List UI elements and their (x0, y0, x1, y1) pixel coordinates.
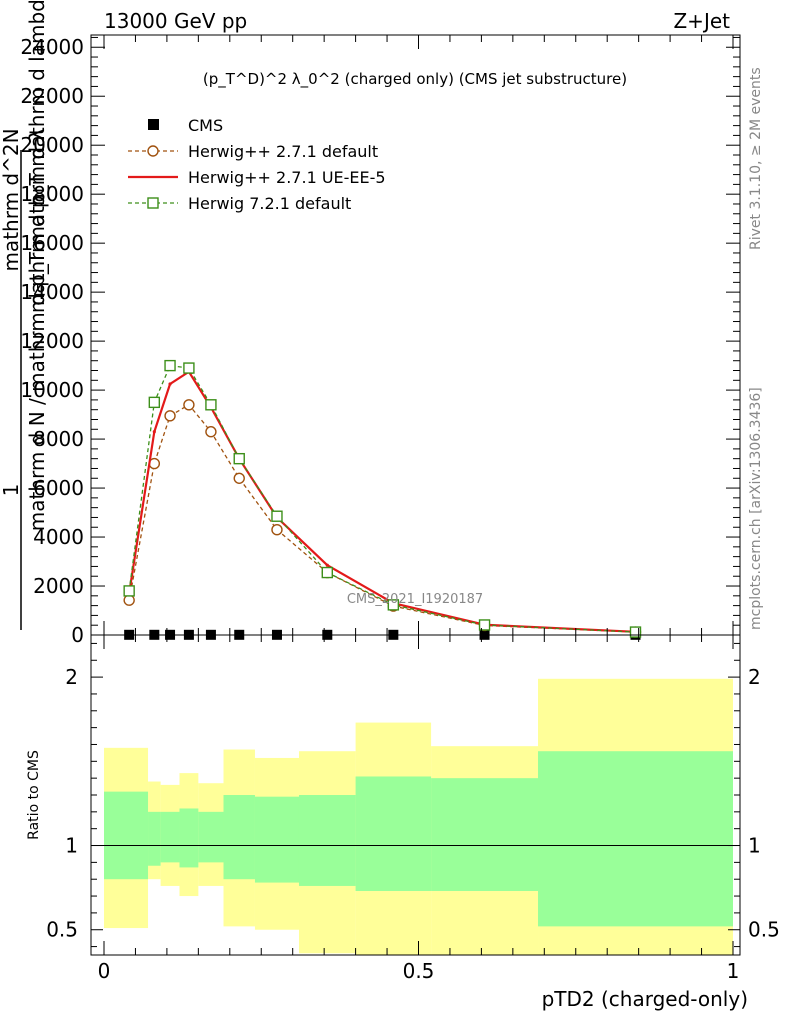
herwig7-point (123, 585, 135, 597)
main-ylabel-fraction-bottom: mathrm d N / mathrm d p_T mathrm d λ (25, 129, 49, 532)
main-ylabel-fraction-top: 1 (0, 484, 23, 497)
x-axis-label: pTD2 (charged-only) (542, 987, 748, 1011)
ratio-plot-frame (90, 634, 741, 956)
main-ylabel-denominator: mathrm d p_T mathrm d lambda (25, 0, 49, 313)
main-ytick-label: 16000 (20, 231, 84, 255)
ratio-data-layer (91, 678, 740, 955)
herwig7-point (164, 359, 176, 372)
ratio-axes-layer: 0.5 0.5 1 1 2 2 0 0.5 1 (46, 635, 780, 983)
energy-label: 13000 GeV pp (104, 9, 247, 33)
x-tick-label: 1 (727, 959, 740, 983)
ratio-inner-band-bin (538, 751, 733, 927)
ratio-inner-band-bin (160, 811, 180, 863)
watermark-label: CMS_2021_I1920187 (347, 592, 483, 607)
x-tick-label: 0.5 (403, 959, 435, 983)
herwig7-point (321, 566, 333, 579)
herwig7-point (478, 619, 491, 631)
rivet-label: Rivet 3.1.10, ≥ 2M events (748, 67, 764, 250)
ue-ee5-point (152, 430, 156, 434)
main-title: (p_T^D)^2 λ_0^2 (charged only) (CMS jet … (203, 70, 627, 89)
main-axes-layer: 0 2000 4000 6000 8000 10000 12000 14000 16000 180… (20, 35, 740, 647)
ue-ee5-point (168, 382, 172, 386)
main-ytick-label: 8000 (33, 427, 84, 451)
main-ytick-label: 4000 (33, 525, 84, 549)
ratio-inner-band-bin (179, 808, 199, 868)
herwig-default-point (271, 523, 283, 536)
mcplots-label: mcplots.cern.ch [arXiv:1306.3436] (748, 387, 764, 630)
herwig7-point (183, 362, 195, 374)
series-line-1 (128, 403, 636, 633)
main-ytick-label: 12000 (20, 329, 84, 353)
legend-marker-square (147, 197, 159, 209)
ratio-ytick-label-right: 1 (748, 834, 761, 858)
main-ytick-label: 18000 (20, 182, 84, 206)
ratio-inner-band-bin (148, 811, 161, 866)
herwig7-point (271, 510, 283, 522)
ratio-plot-panel: 0.5 0.5 1 1 2 2 0 0.5 1 (46, 634, 780, 983)
main-ylabel-numerator: mathrm d^2N (0, 128, 23, 271)
ratio-ytick-label: 2 (65, 665, 78, 689)
ratio-inner-band-bin (355, 776, 432, 891)
main-plot-panel: 0 2000 4000 6000 8000 10000 12000 14000 16000 180… (20, 34, 741, 647)
herwig7-point (629, 626, 642, 638)
ratio-inner-band-bin (254, 796, 299, 883)
main-ytick-label: 24000 (20, 35, 84, 59)
main-data-layer (123, 359, 642, 640)
ratio-inner-band-bin (298, 795, 356, 886)
legend-label: Herwig++ 2.7.1 UE-EE-5 (188, 168, 386, 187)
legend-label: Herwig 7.2.1 default (188, 194, 351, 213)
main-ytick-label: 10000 (20, 378, 84, 402)
ratio-inner-band-bin (198, 811, 224, 863)
main-ytick-label: 6000 (33, 476, 84, 500)
ratio-inner-band-bin (431, 778, 539, 891)
main-ytick-label: 2000 (33, 574, 84, 598)
ratio-ytick-label-right: 2 (748, 665, 761, 689)
ue-ee5-point (325, 563, 329, 567)
ratio-ytick-label: 1 (65, 834, 78, 858)
herwig7-point (387, 599, 400, 611)
ratio-ylabel: Ratio to CMS (26, 750, 42, 840)
ratio-ytick-label-right: 0.5 (748, 918, 780, 942)
process-label: Z+Jet (673, 9, 730, 33)
main-ytick-label: 0 (71, 623, 84, 647)
x-tick-label: 0 (98, 959, 111, 983)
herwig-default-point (123, 594, 135, 606)
herwig-default-point (183, 399, 195, 411)
ratio-inner-band-bin (223, 795, 255, 880)
herwig7-point (148, 396, 161, 409)
herwig-default-point (233, 472, 245, 484)
herwig7-point (233, 452, 245, 465)
main-ytick-label: 14000 (20, 280, 84, 304)
legend: CMS Herwig++ 2.7.1 default Herwig++ 2.7.1 … (128, 116, 386, 213)
legend-marker-cms (148, 119, 159, 130)
main-ytick-label: 22000 (20, 84, 84, 108)
ratio-inner-band-bin (104, 791, 149, 880)
herwig7-point (205, 399, 217, 411)
legend-label: CMS (188, 116, 223, 135)
herwig-default-point (205, 426, 217, 438)
main-ytick-label: 20000 (20, 133, 84, 157)
legend-marker-circle (147, 145, 159, 157)
ratio-ytick-label: 0.5 (46, 918, 78, 942)
legend-label: Herwig++ 2.7.1 default (188, 142, 378, 161)
herwig-default-point (164, 410, 176, 422)
